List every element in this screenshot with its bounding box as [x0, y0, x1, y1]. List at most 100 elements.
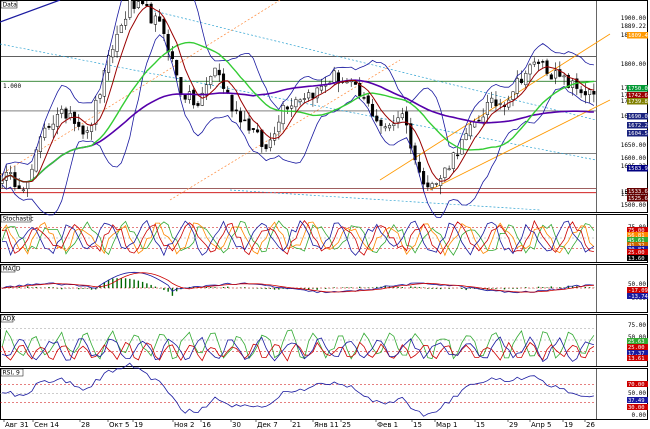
x-tick-label: Апр 5 [531, 421, 552, 429]
price-tag [627, 32, 648, 39]
candle-body [81, 125, 85, 135]
candle-body [566, 74, 570, 88]
panel-frame-rsi [0, 368, 648, 420]
candle-body [43, 127, 47, 138]
candle-body [200, 92, 204, 106]
candle-body [273, 133, 277, 141]
candle-body [498, 103, 502, 105]
candle-body [447, 168, 451, 171]
candle-body [579, 89, 583, 94]
x-tick-label: 15 [413, 421, 422, 429]
candle-body [588, 89, 592, 95]
candle-body [264, 144, 268, 150]
candle-body [392, 123, 396, 126]
candle-body [141, 0, 145, 5]
candle-body [217, 69, 221, 76]
candle-body [375, 115, 379, 122]
candle-body [468, 124, 472, 137]
adx-tag [627, 350, 648, 356]
candle-body [481, 116, 485, 123]
x-tick-label: Ноя 2 [174, 421, 194, 429]
price-tag [627, 85, 648, 92]
candle-body [260, 129, 264, 147]
x-tick-label: 16 [202, 421, 211, 429]
candle-body [362, 97, 366, 99]
candle-body [17, 185, 21, 189]
candle-body [315, 87, 319, 99]
candle-body [107, 55, 111, 73]
price-tag-value: 1739.84 [628, 99, 650, 105]
candle-body [51, 123, 55, 130]
panel-frame-macd [0, 264, 648, 313]
rsi-tag-value: 30.00 [628, 405, 645, 411]
candle-body [238, 111, 243, 123]
x-tick-label: 19 [134, 421, 143, 429]
price-tag [627, 188, 648, 195]
candle-body [132, 0, 136, 9]
candle-body [294, 99, 298, 108]
stoch-tag-value: 25.00 [628, 250, 645, 256]
candle-body [247, 118, 251, 131]
candle-body [89, 124, 94, 132]
candle-body [298, 99, 302, 102]
x-tick-label: 28 [81, 421, 90, 429]
price-tag-value: 1750.00 [628, 86, 650, 92]
macd-tag-value: -17.09 [628, 288, 648, 294]
ma-slow-line [1, 79, 594, 183]
trendline-orange-1 [169, 59, 401, 201]
candle-body [209, 76, 213, 85]
price-tag [627, 98, 648, 105]
stoch-tag [627, 237, 648, 243]
candle-body [583, 91, 587, 96]
rsi-axis-label: 50.00 [628, 390, 646, 397]
candle-body [47, 125, 51, 128]
stoch-line-3 [2, 219, 595, 257]
price-tag-value: 1672.20 [628, 123, 650, 129]
macd-axis-label: 50.00 [628, 281, 646, 288]
candle-body [460, 138, 464, 155]
trendline-orange-channel [379, 33, 611, 181]
rsi-line [2, 362, 594, 417]
candle-body [554, 70, 558, 79]
candle-body [370, 103, 375, 117]
candle-body [204, 84, 209, 96]
candle-body [302, 98, 306, 100]
candle-body [332, 70, 336, 83]
stoch-tag-value: 56.81 [628, 233, 645, 239]
candle-body [400, 113, 404, 119]
candle-body [524, 73, 528, 86]
stoch-tag [627, 232, 648, 238]
trendline-orange-channel-2 [429, 99, 611, 191]
candle-body [439, 178, 443, 186]
candle-body [383, 126, 387, 129]
candle-body [536, 61, 541, 64]
price-title-box [0, 0, 18, 9]
stoch-tag [627, 227, 648, 233]
trendline-blue-solid [0, 0, 61, 23]
candle-body [311, 92, 315, 99]
candle-body [153, 15, 157, 25]
candle-body [0, 180, 4, 184]
macd-tag [627, 287, 648, 293]
candle-body [430, 183, 434, 188]
candle-body [426, 182, 430, 188]
candle-body [490, 97, 494, 103]
x-tick-label: 21 [292, 421, 301, 429]
price-tag-value: 1809.41 [628, 33, 650, 39]
candle-body [515, 78, 519, 94]
adx-line-2 [1, 336, 595, 363]
price-tag-value: 1742.64 [628, 93, 650, 99]
price-corner-label: 1.000 [3, 83, 21, 90]
candle-body [366, 95, 370, 104]
price-axis-label: 1500.00 [621, 202, 647, 209]
price-tag-value: 1533.62 [628, 189, 650, 195]
candle-body [60, 108, 64, 114]
candle-body [290, 105, 294, 109]
price-axis-label: 1650.00 [621, 142, 647, 149]
candle-body [68, 112, 72, 118]
candle-body [519, 78, 524, 84]
candle-body [162, 18, 166, 34]
candle-body [464, 133, 468, 140]
